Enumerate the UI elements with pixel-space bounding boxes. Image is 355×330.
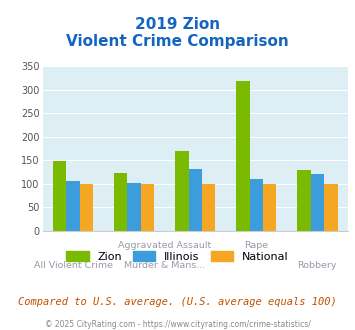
- Bar: [236, 81, 250, 231]
- Bar: [189, 169, 202, 231]
- Bar: [202, 184, 215, 231]
- Bar: [53, 161, 66, 231]
- Bar: [66, 181, 80, 231]
- Text: Rape: Rape: [244, 241, 268, 250]
- Text: All Violent Crime: All Violent Crime: [34, 261, 113, 270]
- Bar: [324, 184, 338, 231]
- Bar: [114, 174, 127, 231]
- Text: © 2025 CityRating.com - https://www.cityrating.com/crime-statistics/: © 2025 CityRating.com - https://www.city…: [45, 319, 310, 329]
- Text: Violent Crime Comparison: Violent Crime Comparison: [66, 34, 289, 49]
- Text: 2019 Zion: 2019 Zion: [135, 17, 220, 32]
- Text: Robbery: Robbery: [297, 261, 337, 270]
- Bar: [175, 151, 189, 231]
- Text: Aggravated Assault: Aggravated Assault: [118, 241, 211, 250]
- Bar: [141, 184, 154, 231]
- Bar: [127, 183, 141, 231]
- Bar: [250, 179, 263, 231]
- Legend: Zion, Illinois, National: Zion, Illinois, National: [62, 247, 293, 267]
- Bar: [80, 184, 93, 231]
- Text: Murder & Mans...: Murder & Mans...: [124, 261, 205, 270]
- Bar: [297, 170, 311, 231]
- Bar: [263, 184, 277, 231]
- Text: Compared to U.S. average. (U.S. average equals 100): Compared to U.S. average. (U.S. average …: [18, 297, 337, 307]
- Bar: [311, 174, 324, 231]
